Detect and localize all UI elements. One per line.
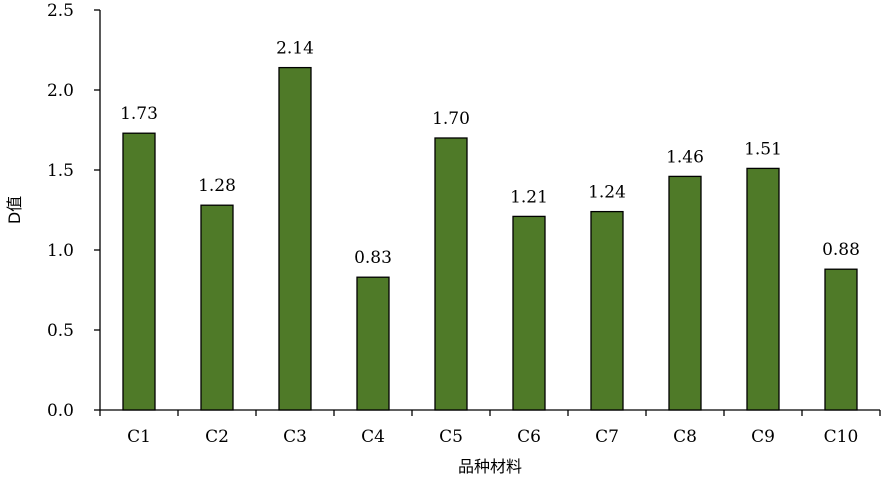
bar-c8 [668,175,702,411]
data-labels: 1.73 1.28 2.14 0.83 1.70 1.21 1.24 1.46 1.51 0.88 [120,39,860,269]
x-tick-label-c4: C4 [361,427,385,447]
x-tick-label-c7: C7 [595,427,619,447]
y-axis: 0.0 0.5 1.0 1.5 2.0 2.5 [47,1,101,421]
y-tick-label: 0.5 [47,321,74,341]
x-tick-label-c5: C5 [439,427,463,447]
bar-c5 [434,137,468,411]
y-tick-label: 2.0 [47,81,74,101]
x-tick-label-c2: C2 [205,427,229,447]
data-label-c3: 2.14 [276,39,314,59]
bar-c7 [590,210,624,411]
x-tick-label-c6: C6 [517,427,541,447]
x-tick-label-c10: C10 [824,427,859,447]
data-label-c1: 1.73 [120,104,158,124]
data-label-c8: 1.46 [666,147,704,167]
data-label-c4: 0.83 [354,248,392,268]
bar-c9 [746,167,780,411]
bar-c2 [200,204,234,411]
data-label-c9: 1.51 [744,139,782,159]
data-label-c2: 1.28 [198,176,236,196]
y-tick-label: 2.5 [47,1,74,21]
bar-c10 [824,268,858,411]
y-tick-label: 1.0 [47,241,74,261]
bar-c6 [512,215,546,411]
y-axis-title: D值 [5,196,24,224]
data-label-c5: 1.70 [432,109,470,129]
bars [122,66,858,411]
x-tick-label-c9: C9 [751,427,775,447]
x-tick-label-c8: C8 [673,427,697,447]
y-tick-label: 0.0 [47,401,74,421]
bar-c4 [356,276,390,411]
data-label-c7: 1.24 [588,183,626,203]
x-axis: C1 C2 C3 C4 C5 C6 C7 C8 C9 C10 [99,409,881,447]
bar-c1 [122,132,156,411]
x-tick-label-c3: C3 [283,427,307,447]
bar-c3 [278,66,312,411]
y-tick-label: 1.5 [47,161,74,181]
data-label-c6: 1.21 [510,187,548,207]
x-axis-title: 品种材料 [458,457,522,476]
x-tick-label-c1: C1 [127,427,151,447]
data-label-c10: 0.88 [822,240,860,260]
